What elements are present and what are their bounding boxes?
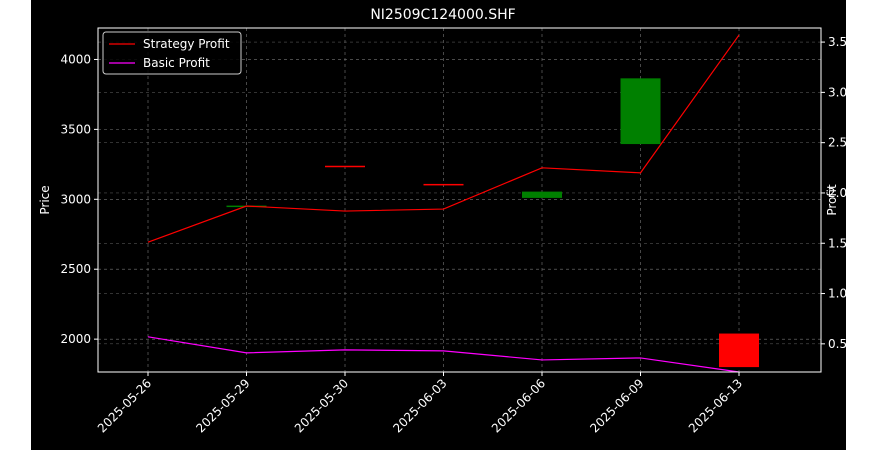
right-tick-label: 2.0	[828, 186, 846, 200]
right-tick-label: 1.0	[828, 287, 846, 301]
series-line-strategy-profit	[147, 34, 740, 243]
candles	[226, 78, 759, 368]
chart-figure: NI2509C124000.SHF 2000 2500 3000 3500 4000 0…	[31, 0, 846, 450]
x-tick-label: 2025-05-30	[292, 376, 351, 435]
candle-2025-06-06	[522, 191, 562, 198]
profit-lines	[147, 34, 740, 373]
left-tick-label: 3500	[60, 122, 91, 136]
right-tick-label: 0.5	[828, 337, 846, 351]
left-tick-label: 4000	[60, 52, 91, 66]
right-tick-label: 2.5	[828, 136, 846, 150]
x-tick-label: 2025-05-26	[95, 376, 154, 435]
right-axis-label: Profit	[825, 184, 839, 216]
candle-2025-05-30	[325, 165, 365, 168]
left-tick-label: 2500	[60, 262, 91, 276]
right-axis: 0.5 1.0 1.5 2.0 2.5 3.0 3.5	[821, 35, 846, 351]
chart-title: NI2509C124000.SHF	[370, 7, 515, 23]
x-tick-label: 2025-05-29	[193, 376, 252, 435]
candle-2025-06-03	[423, 183, 464, 186]
x-axis: 2025-05-26 2025-05-29 2025-05-30 2025-06-03…	[95, 372, 745, 435]
legend-box	[102, 31, 242, 75]
x-tick-label: 2025-06-06	[489, 376, 548, 435]
right-tick-label: 3.5	[828, 35, 846, 49]
left-tick-label: 2000	[60, 332, 91, 346]
legend: Strategy Profit Basic Profit	[102, 31, 242, 75]
legend-label-basic-profit: Basic Profit	[143, 56, 210, 70]
left-axis: 2000 2500 3000 3500 4000	[60, 52, 98, 346]
series-line-basic-profit	[147, 336, 740, 373]
x-tick-label: 2025-06-09	[587, 376, 646, 435]
right-tick-label: 1.5	[828, 236, 846, 250]
x-tick-label: 2025-06-13	[686, 376, 745, 435]
candle-2025-06-13	[719, 333, 759, 368]
left-axis-label: Price	[38, 185, 52, 214]
chart-svg: NI2509C124000.SHF 2000 2500 3000 3500 4000 0…	[38, 7, 846, 435]
x-tick-label: 2025-06-03	[390, 376, 449, 435]
grid	[98, 28, 821, 372]
plot-frame	[97, 27, 822, 373]
legend-label-strategy-profit: Strategy Profit	[143, 37, 230, 51]
candle-2025-06-09	[620, 78, 661, 145]
right-tick-label: 3.0	[828, 85, 846, 99]
left-tick-label: 3000	[60, 192, 91, 206]
